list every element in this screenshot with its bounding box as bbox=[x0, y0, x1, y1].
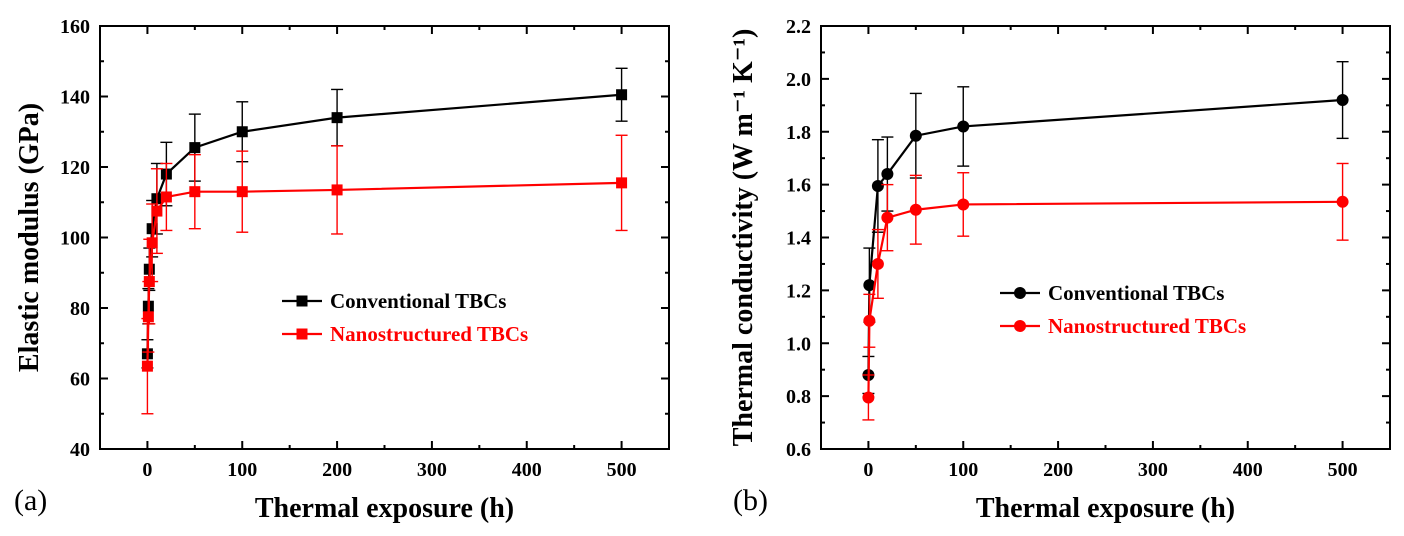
legend-marker bbox=[1014, 287, 1026, 299]
y-tick-label: 60 bbox=[70, 369, 90, 391]
legend-entry: Nanostructured TBCs bbox=[1000, 314, 1246, 338]
data-point bbox=[189, 186, 201, 198]
x-tick-label: 200 bbox=[322, 459, 352, 481]
data-point bbox=[616, 177, 628, 189]
y-tick-label: 140 bbox=[60, 87, 90, 109]
series-nanostructured bbox=[862, 162, 1349, 421]
y-tick-label: 0.8 bbox=[786, 386, 811, 408]
x-tick-label: 100 bbox=[948, 459, 978, 481]
plot-frame bbox=[820, 25, 1391, 450]
y-tick-label: 1.6 bbox=[786, 175, 811, 197]
legend-label: Nanostructured TBCs bbox=[1048, 314, 1246, 338]
y-tick-label: 2.0 bbox=[786, 69, 811, 91]
x-tick-label: 200 bbox=[1043, 459, 1073, 481]
series-nanostructured bbox=[141, 134, 628, 415]
x-tick-label: 400 bbox=[1233, 459, 1263, 481]
data-point bbox=[151, 205, 163, 217]
data-point bbox=[143, 276, 155, 288]
data-point bbox=[331, 112, 343, 124]
chart-panel-b: 0 100 200 300 400 500 0.6 0.8 1.0 1.2 1.4 1.6 1.8 2.0… bbox=[728, 16, 1391, 524]
data-point bbox=[142, 311, 154, 323]
x-tick-label: 300 bbox=[417, 459, 447, 481]
data-point bbox=[189, 142, 201, 154]
legend-entry: Nanostructured TBCs bbox=[282, 322, 528, 346]
data-point bbox=[863, 279, 876, 292]
x-axis-title: Thermal exposure (h) bbox=[255, 493, 514, 524]
data-point bbox=[236, 186, 248, 198]
data-point bbox=[909, 129, 922, 142]
data-point bbox=[1336, 195, 1349, 208]
legend-entry: Conventional TBCs bbox=[282, 289, 506, 313]
data-point bbox=[871, 179, 884, 192]
chart-panel-a: 0 100 200 300 400 500 40 60 80 100 120 140 160 Therma… bbox=[14, 16, 670, 524]
y-tick-label: 40 bbox=[70, 439, 90, 461]
panel-label: (a) bbox=[14, 484, 47, 517]
data-point bbox=[909, 203, 922, 216]
data-point bbox=[862, 391, 875, 404]
legend-label: Conventional TBCs bbox=[1048, 281, 1224, 305]
y-tick-label: 2.2 bbox=[786, 16, 811, 38]
data-point bbox=[141, 360, 153, 372]
y-tick-label: 1.8 bbox=[786, 122, 811, 144]
legend-marker bbox=[296, 328, 308, 340]
y-axis-title: Elastic modulus (GPa) bbox=[14, 103, 45, 372]
data-point bbox=[881, 168, 894, 181]
plot-frame bbox=[99, 25, 670, 450]
panel-label: (b) bbox=[733, 484, 768, 517]
y-tick-label: 160 bbox=[60, 16, 90, 38]
data-point bbox=[863, 314, 876, 327]
data-point bbox=[957, 198, 970, 211]
y-tick-label: 1.0 bbox=[786, 333, 811, 355]
x-tick-label: 100 bbox=[227, 459, 257, 481]
y-tick-label: 0.6 bbox=[786, 439, 811, 461]
legend-label: Nanostructured TBCs bbox=[330, 322, 528, 346]
y-tick-label: 120 bbox=[60, 157, 90, 179]
legend-entry: Conventional TBCs bbox=[1000, 281, 1224, 305]
data-point bbox=[957, 120, 970, 133]
x-tick-label: 400 bbox=[512, 459, 542, 481]
x-axis-title: Thermal exposure (h) bbox=[976, 493, 1235, 524]
data-point bbox=[331, 184, 343, 196]
data-point bbox=[236, 126, 248, 138]
y-tick-label: 1.2 bbox=[786, 280, 811, 302]
legend-marker bbox=[296, 295, 308, 307]
series-conventional bbox=[862, 60, 1349, 395]
y-tick-label: 80 bbox=[70, 298, 90, 320]
x-tick-label: 0 bbox=[863, 459, 873, 481]
y-axis-title: Thermal conductivity (W m⁻¹ K⁻¹) bbox=[728, 29, 759, 447]
legend-label: Conventional TBCs bbox=[330, 289, 506, 313]
y-tick-label: 100 bbox=[60, 228, 90, 250]
data-point bbox=[1336, 94, 1349, 107]
data-point bbox=[616, 89, 628, 101]
x-tick-label: 0 bbox=[142, 459, 152, 481]
x-tick-label: 500 bbox=[607, 459, 637, 481]
y-tick-label: 1.4 bbox=[786, 228, 811, 250]
data-point bbox=[871, 257, 884, 270]
data-point bbox=[160, 191, 172, 203]
data-point bbox=[881, 211, 894, 224]
x-tick-label: 300 bbox=[1138, 459, 1168, 481]
legend-marker bbox=[1014, 320, 1026, 332]
series-line bbox=[146, 181, 622, 367]
data-point bbox=[146, 237, 158, 249]
series-line bbox=[146, 93, 622, 354]
x-tick-label: 500 bbox=[1328, 459, 1358, 481]
